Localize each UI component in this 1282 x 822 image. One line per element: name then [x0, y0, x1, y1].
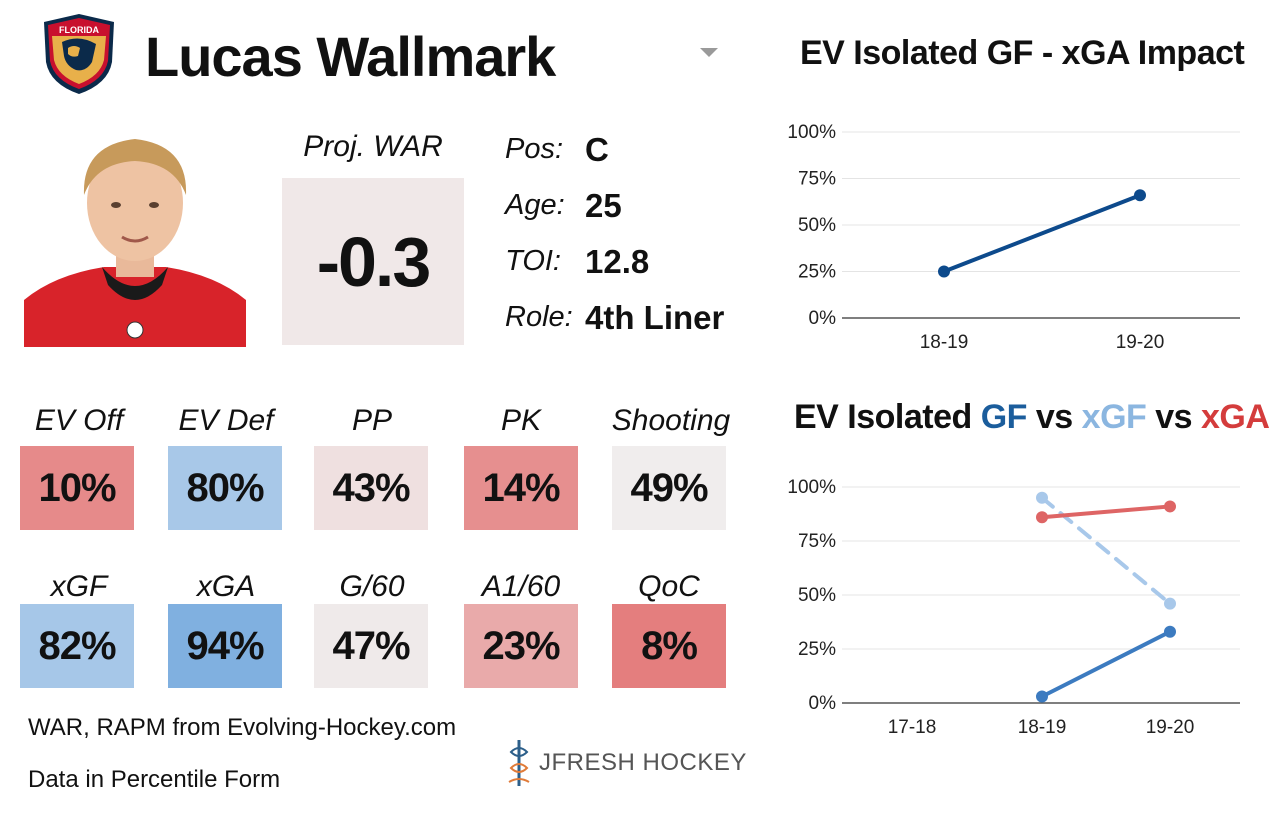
info-label-role: Role:	[505, 301, 573, 333]
stat-box-xga: 94%	[168, 604, 282, 688]
chart1-ytick-3: 75%	[798, 169, 836, 190]
stat-label-ev-def: EV Def	[178, 404, 274, 437]
chart2-ytick-0: 0%	[809, 693, 837, 714]
chart2-xtick-2: 19-20	[1146, 717, 1195, 738]
stat-box-ev-def: 80%	[168, 446, 282, 530]
info-label-toi: TOI:	[505, 245, 561, 277]
chart2-series-xga-line	[1040, 504, 1172, 520]
stat-label-g60: G/60	[339, 570, 405, 603]
chart2-xtick-0: 17-18	[888, 717, 937, 738]
svg-text:FLORIDA: FLORIDA	[59, 25, 99, 35]
stat-label-xga: xGA	[196, 570, 256, 603]
stat-box-pp: 43%	[314, 446, 428, 530]
percentile-note: Data in Percentile Form	[28, 766, 281, 793]
chart2-series-gf-point-1	[1164, 625, 1176, 638]
chart2-title-part-1: EV Isolated	[794, 398, 981, 436]
chart1-ytick-4: 100%	[787, 122, 836, 143]
stat-box-xgf: 82%	[20, 604, 134, 688]
brand-mark-icon	[508, 740, 530, 786]
chart1-ytick-2: 50%	[798, 215, 836, 236]
chart2-series-xga-point-1	[1164, 500, 1176, 513]
chart1-series-0-line	[942, 193, 1142, 274]
chart2-series-gf-point-0	[1036, 690, 1048, 703]
chart2-series-xgf-point-1	[1164, 597, 1176, 610]
chart2-title: EV Isolated GF vs xGF vs xGA	[794, 398, 1270, 437]
chart2-title-part-vs1: vs	[1026, 398, 1082, 436]
chart1-svg: 0% 25% 50% 75% 100% 18-19 19-20	[787, 122, 1240, 353]
proj-war-label: Proj. WAR	[303, 130, 443, 163]
stat-label-xgf: xGF	[50, 570, 108, 603]
chart2-ytick-3: 75%	[798, 531, 836, 552]
stat-label-a160: A1/60	[481, 570, 561, 603]
chart2-ytick-1: 25%	[798, 639, 836, 660]
chart2-xtick-1: 18-19	[1018, 717, 1067, 738]
chart2-ytick-2: 50%	[798, 585, 836, 606]
player-name: Lucas Wallmark	[145, 25, 556, 88]
stat-label-pk: PK	[500, 404, 542, 437]
player-photo	[24, 125, 246, 347]
stat-box-ev-off: 10%	[20, 446, 134, 530]
chart2-title-part-vs2: vs	[1146, 398, 1202, 436]
stat-box-g60: 47%	[314, 604, 428, 688]
chart1-series-0-point-0	[938, 265, 950, 278]
info-value-age: 25	[585, 187, 622, 224]
stat-box-qoc: 8%	[612, 604, 726, 688]
chart1-xtick-0: 18-19	[920, 332, 969, 353]
brand-text: JFRESH HOCKEY	[539, 749, 747, 776]
team-logo: FLORIDA	[40, 12, 118, 96]
info-value-role: 4th Liner	[585, 299, 725, 336]
info-value-pos: C	[585, 131, 609, 168]
chart1-title: EV Isolated GF - xGA Impact	[800, 34, 1245, 72]
chart1-xtick-1: 19-20	[1116, 332, 1165, 353]
chart2-title-part-xgf: xGF	[1081, 398, 1147, 436]
chart1-series-0-point-1	[1134, 189, 1146, 202]
stat-box-a160: 23%	[464, 604, 578, 688]
info-value-toi: 12.8	[585, 243, 650, 280]
chart1-ytick-0: 0%	[809, 308, 837, 329]
chart2-series-xgf-point-0	[1036, 491, 1048, 504]
stat-label-pp: PP	[351, 404, 393, 437]
chart2-svg: 0% 25% 50% 75% 100% 17-18 18-19 19-20	[787, 477, 1240, 738]
stat-box-pk: 14%	[464, 446, 578, 530]
stat-box-shooting: 49%	[612, 446, 726, 530]
stat-label-qoc: QoC	[638, 570, 700, 603]
stat-label-shooting: Shooting	[611, 404, 731, 437]
brand-logo: JFRESH HOCKEY	[505, 738, 747, 788]
info-label-pos: Pos:	[505, 133, 564, 165]
chart2-series-gf-line	[1040, 629, 1172, 699]
chart2-series-xga-point-0	[1036, 511, 1048, 524]
chart2-title-part-xga: xGA	[1201, 398, 1270, 436]
info-label-age: Age:	[505, 189, 565, 221]
stat-label-ev-off: EV Off	[34, 404, 124, 437]
data-source-text: WAR, RAPM from Evolving-Hockey.com	[28, 714, 457, 741]
chart1-ytick-1: 25%	[798, 262, 836, 283]
player-select-dropdown-icon[interactable]	[700, 48, 718, 57]
chart2-ytick-4: 100%	[787, 477, 836, 498]
proj-war-value: -0.3	[282, 178, 464, 345]
chart2-title-part-gf: GF	[980, 398, 1028, 436]
